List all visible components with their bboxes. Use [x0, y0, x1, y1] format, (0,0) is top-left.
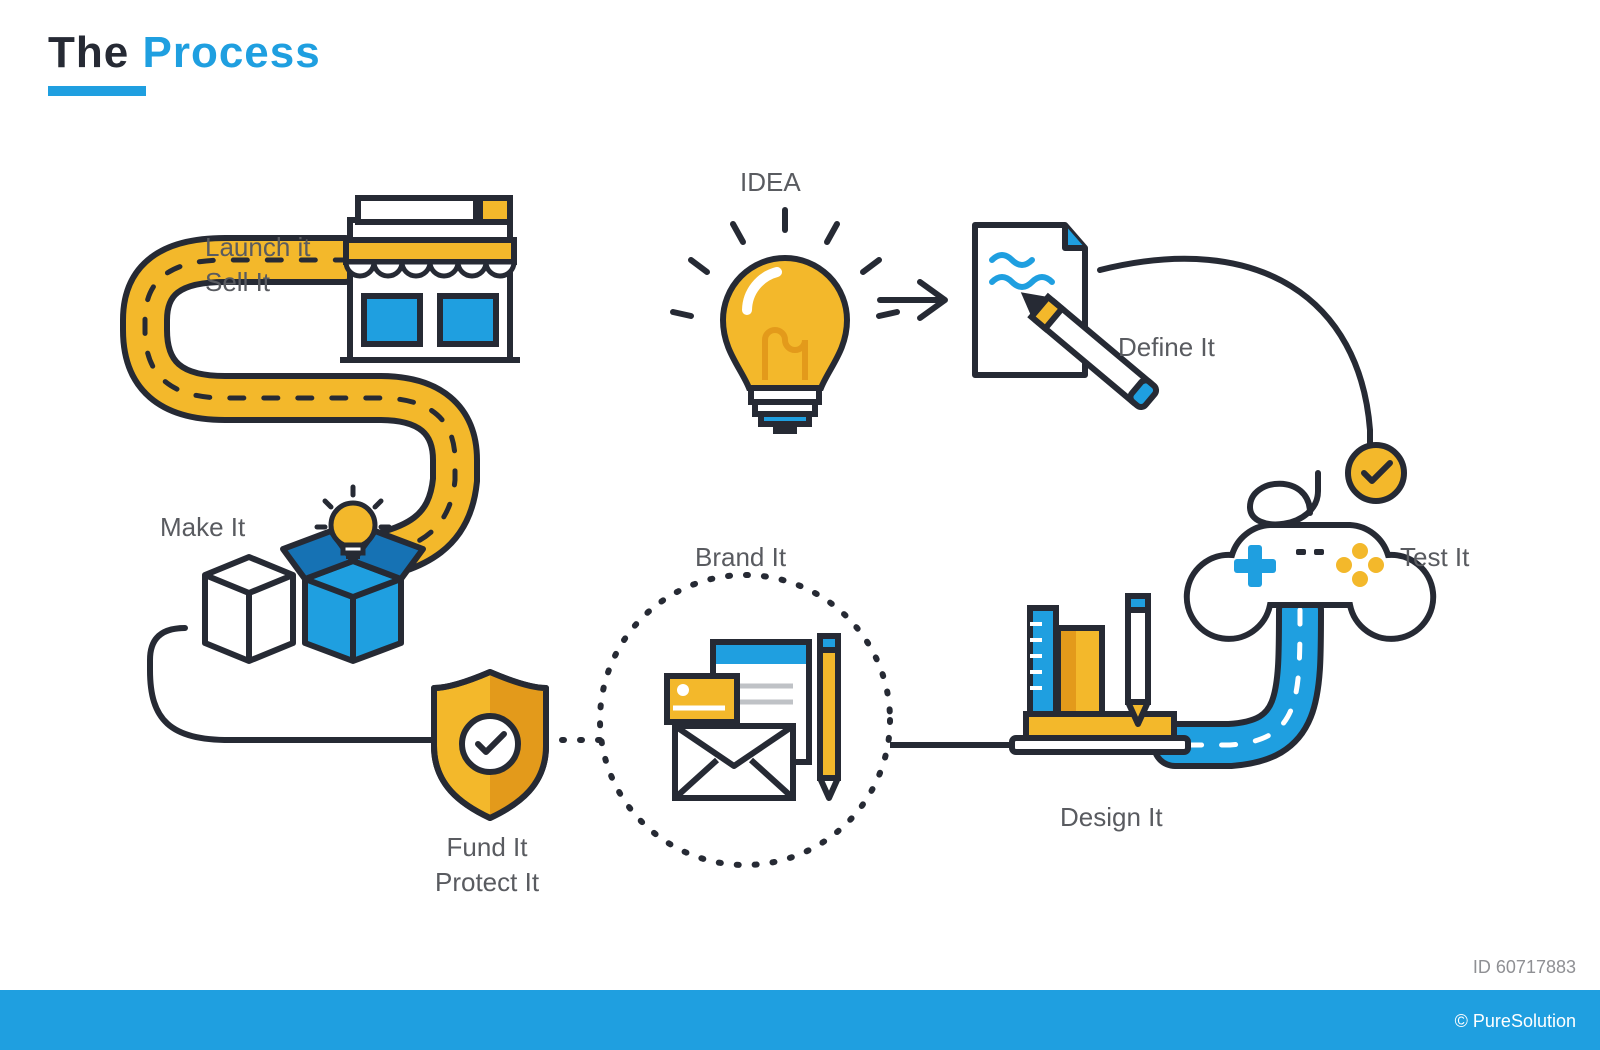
label-design: Design It: [1060, 800, 1163, 835]
label-launch: Launch it Sell It: [205, 230, 311, 300]
lightbulb-icon: [673, 210, 897, 434]
label-test: Test It: [1400, 540, 1469, 575]
storefront-icon: [340, 198, 520, 360]
infographic-stage: { "type": "infographic-flow", "canvas": …: [0, 0, 1600, 1050]
design-tools-icon: [1012, 596, 1188, 752]
shield-icon: [434, 672, 546, 818]
stock-image-id: ID 60717883: [1473, 957, 1576, 978]
author-credit: © PureSolution: [1455, 1011, 1576, 1032]
label-brand: Brand It: [695, 540, 786, 575]
label-make: Make It: [160, 510, 245, 545]
path-define-test: [1100, 259, 1370, 480]
label-fund: Fund It Protect It: [435, 830, 539, 900]
footer-strip: [0, 990, 1600, 1050]
brand-icon: [667, 636, 838, 799]
document-pen-icon: [975, 225, 1159, 409]
label-define: Define It: [1118, 330, 1215, 365]
label-idea: IDEA: [740, 165, 801, 200]
